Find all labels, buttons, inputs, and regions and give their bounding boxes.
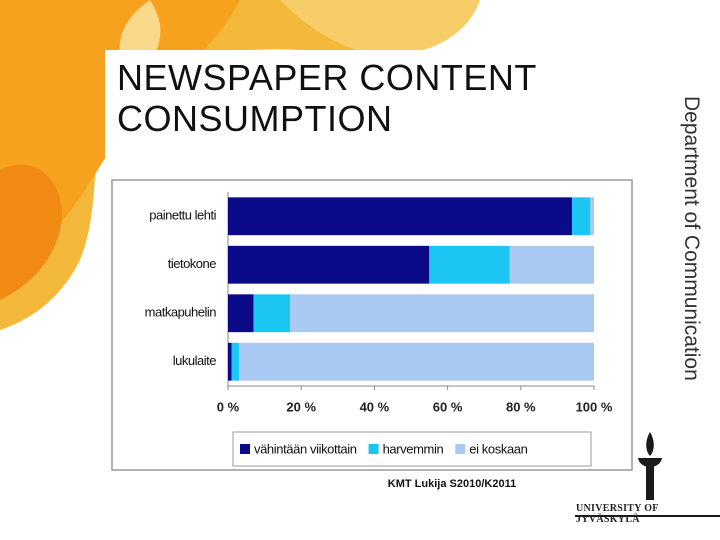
bar-segment: [228, 342, 232, 381]
slide-title: NEWSPAPER CONTENT CONSUMPTION: [117, 57, 537, 139]
bar-segment: [238, 342, 595, 381]
legend-swatch: [240, 444, 250, 454]
x-tick-label: 100 %: [576, 399, 613, 414]
bar-segment: [228, 294, 254, 333]
legend-swatch: [455, 444, 466, 454]
category-label: lukulaite: [173, 353, 216, 368]
bar-segment: [228, 245, 430, 284]
bar-segment: [253, 294, 291, 333]
x-tick-label: 20 %: [286, 399, 316, 414]
x-tick-label: 40 %: [360, 399, 390, 414]
x-tick-label: 0 %: [217, 399, 240, 414]
legend-label: harvemmin: [383, 441, 444, 456]
legend-swatch: [368, 444, 379, 454]
legend-box: [232, 431, 592, 467]
x-tick-label: 80 %: [506, 399, 536, 414]
bar-segment: [509, 245, 594, 284]
legend-label: ei koskaan: [469, 441, 527, 456]
bar-segment: [228, 197, 573, 236]
logo-text: UNIVERSITY OF JYVÄSKYLÄ: [576, 503, 659, 525]
bar-segment: [590, 197, 594, 236]
bar-segment: [572, 197, 591, 236]
logo-torch: [575, 432, 720, 517]
legend-label: vähintään viikottain: [254, 441, 357, 456]
category-label: painettu lehti: [149, 208, 216, 223]
category-label: tietokone: [168, 256, 217, 271]
bar-segment: [231, 342, 239, 381]
bar-segment: [290, 294, 594, 333]
x-tick-label: 60 %: [433, 399, 463, 414]
category-label: matkapuhelin: [145, 305, 217, 320]
bar-segment: [429, 245, 510, 284]
source-note: KMT Lukija S2010/K2011: [388, 478, 516, 490]
